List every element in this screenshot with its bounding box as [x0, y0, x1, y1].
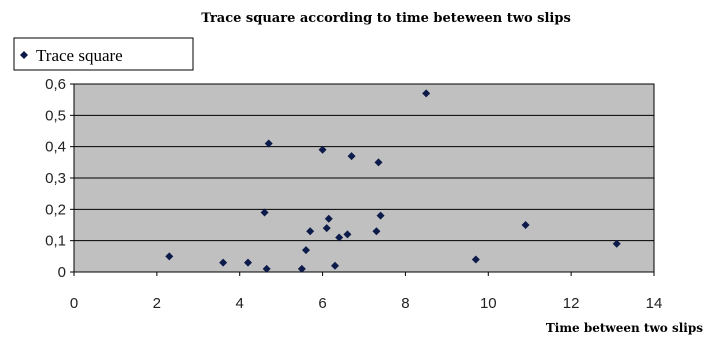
data-point-diamond [471, 255, 480, 264]
y-tick-label: 0,4 [45, 139, 66, 156]
data-point-diamond [306, 227, 315, 236]
y-tick-label: 0,1 [45, 233, 66, 250]
data-point-diamond [331, 261, 339, 270]
data-point-diamond [244, 258, 252, 267]
data-point-diamond [322, 224, 331, 233]
y-tick-label: 0,6 [45, 76, 66, 93]
x-tick-label: 10 [480, 295, 497, 312]
x-tick-label: 4 [236, 295, 244, 312]
y-tick-label: 0,3 [45, 170, 66, 187]
data-point-diamond [260, 208, 269, 217]
x-tick-label: 2 [153, 295, 161, 312]
data-point-diamond [318, 145, 327, 154]
y-tick-label: 0,2 [45, 201, 66, 218]
x-axis-ticks: 0 2 4 6 8 10 12 14 [70, 272, 663, 312]
data-points [165, 89, 621, 273]
data-point-diamond [612, 239, 621, 248]
data-point-diamond [347, 152, 356, 161]
x-axis-label: Time between two slips [546, 321, 703, 335]
data-point-diamond [302, 246, 310, 255]
x-tick-label: 14 [646, 295, 663, 312]
x-tick-label: 12 [563, 295, 580, 312]
data-point-diamond [521, 221, 530, 229]
data-point-diamond [165, 252, 174, 261]
data-point-diamond [324, 214, 333, 223]
data-point-diamond [219, 258, 228, 267]
data-point-diamond [343, 230, 352, 239]
legend-label: Trace square [36, 46, 123, 65]
legend-box [13, 37, 194, 71]
data-point-diamond [297, 264, 306, 273]
data-point-diamond [264, 139, 273, 148]
data-point-diamond [262, 264, 271, 273]
legend-marker-diamond-icon [20, 51, 28, 59]
data-point-diamond [372, 227, 381, 236]
x-tick-label: 8 [401, 295, 409, 312]
x-tick-label: 0 [70, 295, 78, 312]
data-point-diamond [376, 211, 385, 220]
y-axis-ticks: 0 0,1 0,2 0,3 0,4 0,5 0,6 [45, 76, 74, 281]
chart-title: Trace square according to time beteween … [201, 11, 571, 26]
data-point-diamond [422, 89, 431, 98]
data-point-diamond [335, 233, 344, 242]
data-point-diamond [374, 158, 383, 167]
gridlines [74, 83, 654, 242]
legend: Trace square [13, 37, 194, 71]
y-tick-label: 0,5 [45, 107, 66, 124]
x-tick-label: 6 [318, 295, 326, 312]
y-tick-label: 0 [58, 264, 66, 281]
